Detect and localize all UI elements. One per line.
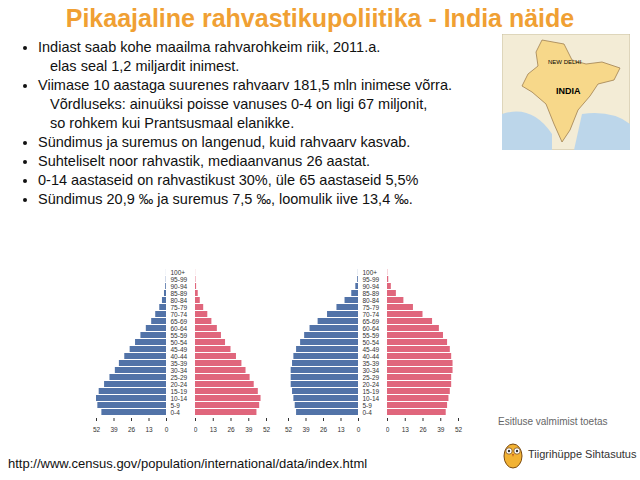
svg-text:15-19: 15-19: [171, 388, 188, 395]
svg-text:20-24: 20-24: [171, 381, 188, 388]
svg-text:80-84: 80-84: [363, 297, 380, 304]
svg-text:INDIA: INDIA: [556, 86, 581, 96]
svg-text:100+: 100+: [363, 269, 378, 276]
html-text:Pikaajaline rahvastikupoliitik: Pikaajaline rahvastikupoliitika - India …: [65, 4, 575, 32]
svg-text:13: 13: [145, 426, 153, 433]
svg-text:75-79: 75-79: [363, 304, 380, 311]
svg-text:39: 39: [110, 426, 118, 433]
svg-text:65-69: 65-69: [363, 318, 380, 325]
svg-text:39: 39: [302, 426, 310, 433]
svg-text:10-14: 10-14: [171, 395, 188, 402]
html-text:Viimase 10 aastaga suurenes ra: Viimase 10 aastaga suurenes rahvaarv 181…: [38, 77, 452, 93]
svg-text:26: 26: [227, 426, 235, 433]
html-text:http://www.census.gov/populati: http://www.census.gov/population/interna…: [8, 456, 368, 471]
svg-text:40-44: 40-44: [363, 353, 380, 360]
svg-text:35-39: 35-39: [363, 360, 380, 367]
svg-text:0: 0: [165, 426, 169, 433]
svg-text:90-94: 90-94: [171, 283, 188, 290]
svg-text:40-44: 40-44: [171, 353, 188, 360]
svg-text:65-69: 65-69: [171, 318, 188, 325]
svg-text:5-9: 5-9: [171, 402, 181, 409]
html-text:so rohkem kui Prantsusmaal ela: so rohkem kui Prantsusmaal elanikke.: [50, 115, 295, 131]
svg-text:75-79: 75-79: [171, 304, 188, 311]
svg-text:85-89: 85-89: [363, 290, 380, 297]
svg-text:0-4: 0-4: [363, 409, 373, 416]
svg-text:80-84: 80-84: [171, 297, 188, 304]
svg-text:60-64: 60-64: [363, 325, 380, 332]
svg-text:95-99: 95-99: [171, 276, 188, 283]
svg-text:13: 13: [337, 426, 345, 433]
html-text:Esitluse valmimist toetas: Esitluse valmimist toetas: [498, 416, 608, 427]
svg-text:50-54: 50-54: [363, 339, 380, 346]
svg-text:52: 52: [93, 426, 101, 433]
svg-text:NEW DELHI: NEW DELHI: [548, 59, 582, 65]
svg-text:15-19: 15-19: [363, 388, 380, 395]
svg-text:90-94: 90-94: [363, 283, 380, 290]
svg-text:30-34: 30-34: [363, 367, 380, 374]
svg-text:0: 0: [194, 426, 198, 433]
html-text:Indiast saab kohe maailma rahv: Indiast saab kohe maailma rahvarohkeim r…: [38, 39, 381, 55]
svg-text:26: 26: [419, 426, 427, 433]
svg-text:85-89: 85-89: [171, 290, 188, 297]
html-text:Sündimus ja suremus on langenu: Sündimus ja suremus on langenud, kuid ra…: [38, 134, 411, 150]
svg-text:35-39: 35-39: [171, 360, 188, 367]
svg-text:10-14: 10-14: [363, 395, 380, 402]
svg-text:45-49: 45-49: [171, 346, 188, 353]
html-text:Sündimus 20,9 ‰ ja suremus 7,5: Sündimus 20,9 ‰ ja suremus 7,5 ‰, loomul…: [38, 191, 413, 207]
svg-text:50-54: 50-54: [171, 339, 188, 346]
svg-text:55-59: 55-59: [363, 332, 380, 339]
svg-text:25-29: 25-29: [363, 374, 380, 381]
html-text:Tiigrihüppe Sihtasutus: Tiigrihüppe Sihtasutus: [528, 448, 637, 460]
svg-text:95-99: 95-99: [363, 276, 380, 283]
svg-text:26: 26: [128, 426, 136, 433]
svg-text:52: 52: [263, 426, 271, 433]
svg-text:0: 0: [386, 426, 390, 433]
svg-text:70-74: 70-74: [363, 311, 380, 318]
svg-text:0: 0: [357, 426, 361, 433]
html-text:elas seal 1,2 miljardit inimes: elas seal 1,2 miljardit inimest.: [50, 58, 240, 74]
svg-text:20-24: 20-24: [363, 381, 380, 388]
svg-text:39: 39: [437, 426, 445, 433]
html-text:Suhteliselt noor rahvastik, me: Suhteliselt noor rahvastik, mediaanvanus…: [38, 153, 371, 169]
html-text:0-14 aastaseid on rahvastikust: 0-14 aastaseid on rahvastikust 30%, üle …: [38, 172, 419, 188]
svg-text:60-64: 60-64: [171, 325, 188, 332]
svg-text:55-59: 55-59: [171, 332, 188, 339]
html-text:Võrdluseks: ainuüksi poisse va: Võrdluseks: ainuüksi poisse vanuses 0-4 …: [50, 96, 428, 112]
svg-text:100+: 100+: [171, 269, 186, 276]
svg-text:30-34: 30-34: [171, 367, 188, 374]
svg-text:13: 13: [402, 426, 410, 433]
svg-text:70-74: 70-74: [171, 311, 188, 318]
svg-text:52: 52: [455, 426, 463, 433]
svg-text:13: 13: [210, 426, 218, 433]
svg-text:0-4: 0-4: [171, 409, 181, 416]
svg-text:26: 26: [320, 426, 328, 433]
svg-text:5-9: 5-9: [363, 402, 373, 409]
svg-text:25-29: 25-29: [171, 374, 188, 381]
svg-text:52: 52: [285, 426, 293, 433]
svg-text:45-49: 45-49: [363, 346, 380, 353]
svg-text:39: 39: [245, 426, 253, 433]
